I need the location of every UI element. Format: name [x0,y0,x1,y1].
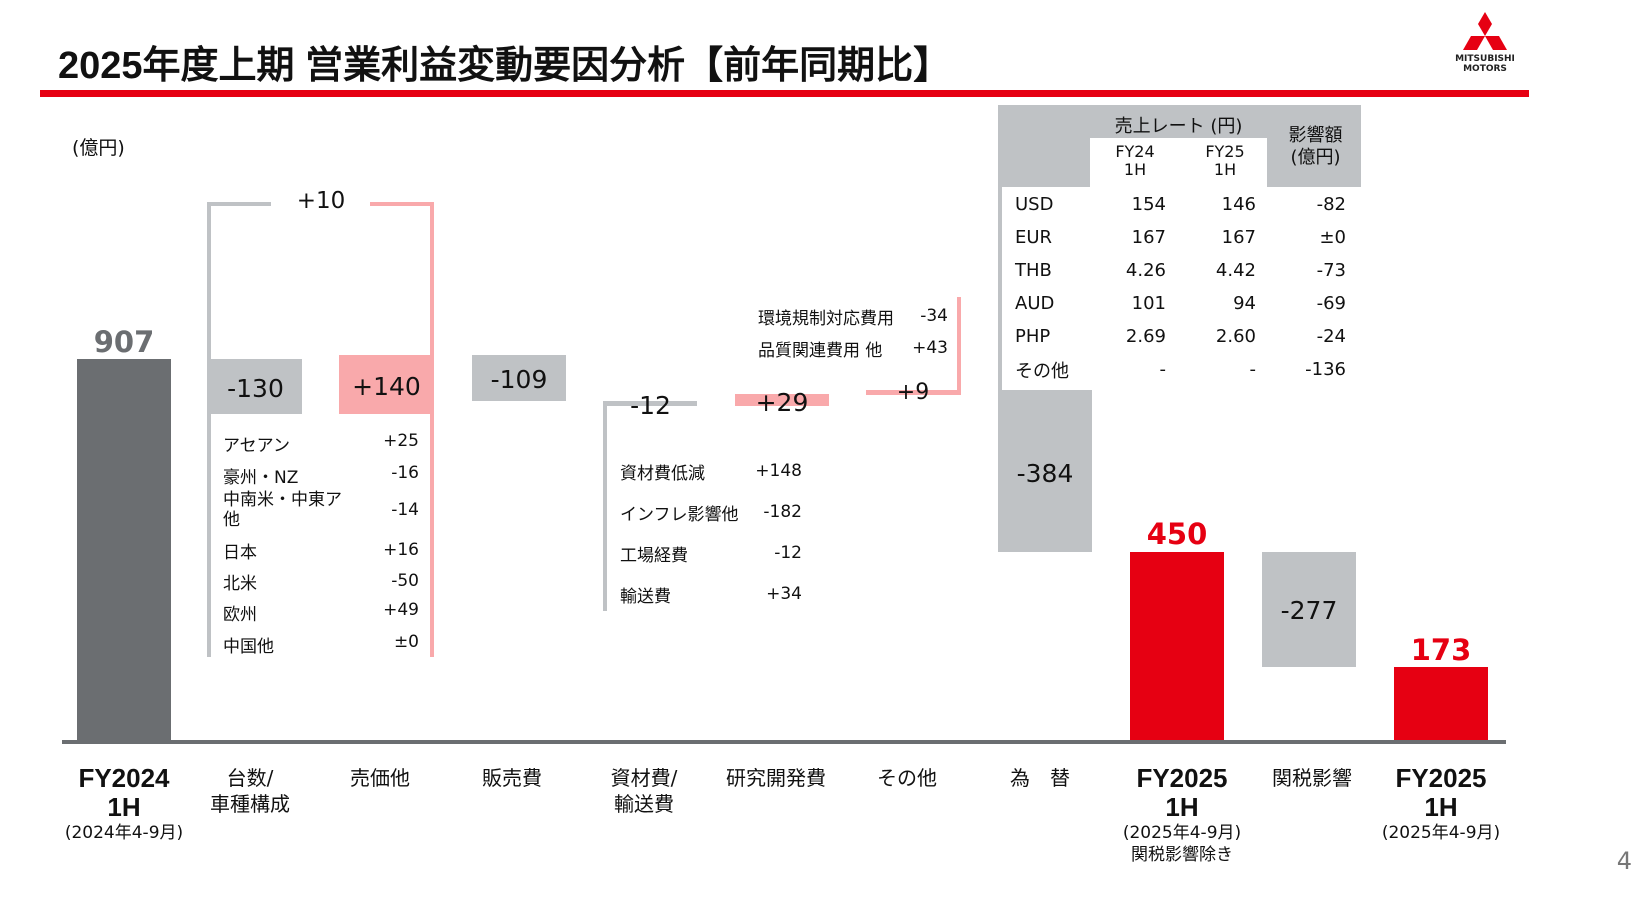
breakdown-row: 資材費低減 +148 [620,461,802,484]
breakdown-row: 欧州 +49 [223,600,419,625]
category-selling-expense: 販売費 [482,766,542,790]
breakdown-row: 日本 +16 [223,540,419,563]
breakdown-row: アセアン +25 [223,431,419,456]
breakdown-row: 中南米・中東ア他 -14 [223,490,419,530]
bar-fy2025-value: 173 [1410,633,1472,667]
fx-header-fy25: FY25 1H [1205,142,1245,179]
bar-other [866,390,960,395]
bar-other-value: +9 [896,380,930,405]
category-fy2025: FY2025 1H (2025年4-9月) [1381,763,1501,844]
three-diamonds-icon [1463,12,1507,50]
bar-fy2024-value: 907 [93,325,155,359]
bar-selling-expense-value: -109 [490,365,548,394]
bar-fy2024 [77,359,171,742]
category-fy2025-ex-tariff: FY2025 1H (2025年4-9月) 関税影響除き [1122,763,1242,866]
x-axis [62,740,1506,744]
bar-fy2025-ex-tariff [1130,552,1224,742]
breakdown-row: 豪州・NZ -16 [223,463,419,488]
bar-price-value: +140 [352,372,421,401]
fx-rate-table: 売上レート (円) FY24 1H FY25 1H 影響額 (億円) USD 154 … [998,105,1361,390]
bar-fx-value: -384 [1016,459,1074,488]
group-bracket-top-left [207,202,271,206]
bar-material-value: -12 [630,391,671,420]
bar-fx [998,390,1092,552]
unit-label: (億円) [72,137,125,159]
bar-material [604,401,697,406]
group-bracket-right [430,202,434,657]
group-bracket-left [207,202,211,657]
page-title: 2025年度上期 営業利益変動要因分析【前年同期比】 [58,45,952,87]
bar-selling-expense [472,355,566,401]
breakdown-row: 北米 -50 [223,571,419,594]
bar-volume-mix [209,359,302,414]
bar-price [339,355,434,414]
breakdown-row: 品質関連費用 他 +43 [758,338,948,361]
category-price: 売価他 [350,766,410,790]
other-bracket [957,297,961,395]
bar-fy2025 [1394,667,1488,742]
bar-rnd-value: +29 [755,388,809,417]
category-fy2024: FY2024 1H (2024年4-9月) [64,763,184,844]
bar-tariff-value: -277 [1280,596,1338,625]
material-bracket [603,401,607,611]
fx-header-fy24: FY24 1H [1115,142,1155,179]
logo-line1: MITSUBISHI [1455,54,1515,64]
category-fx: 為 替 [1010,766,1070,790]
breakdown-row: インフレ影響他 -182 [620,502,802,525]
breakdown-row: 環境規制対応費用 -34 [758,306,948,329]
mitsubishi-logo: MITSUBISHI MOTORS [1450,10,1530,80]
category-other: その他 [877,766,937,790]
title-underline [40,90,1529,97]
category-volume-mix: 台数/ 車種構成 [210,766,290,816]
group-total-label: +10 [296,188,346,214]
breakdown-row: 中国他 ±0 [223,632,419,657]
fx-header-rate: 売上レート (円) [1114,116,1243,137]
bar-rnd [735,394,829,406]
bar-fy2025-ex-tariff-value: 450 [1146,517,1208,551]
fx-header-impact: 影響額 (億円) [1288,125,1343,168]
breakdown-row: 工場経費 -12 [620,543,802,566]
page-number: 4 [1616,847,1632,875]
group-bracket-top-right [370,202,434,206]
category-tariff: 関税影響 [1272,766,1352,790]
bar-volume-mix-value: -130 [227,374,284,403]
bar-tariff [1262,552,1356,667]
category-material: 資材費/ 輸送費 [610,766,678,816]
logo-line2: MOTORS [1463,64,1507,74]
category-rnd: 研究開発費 [726,766,826,790]
breakdown-row: 輸送費 +34 [620,584,802,607]
